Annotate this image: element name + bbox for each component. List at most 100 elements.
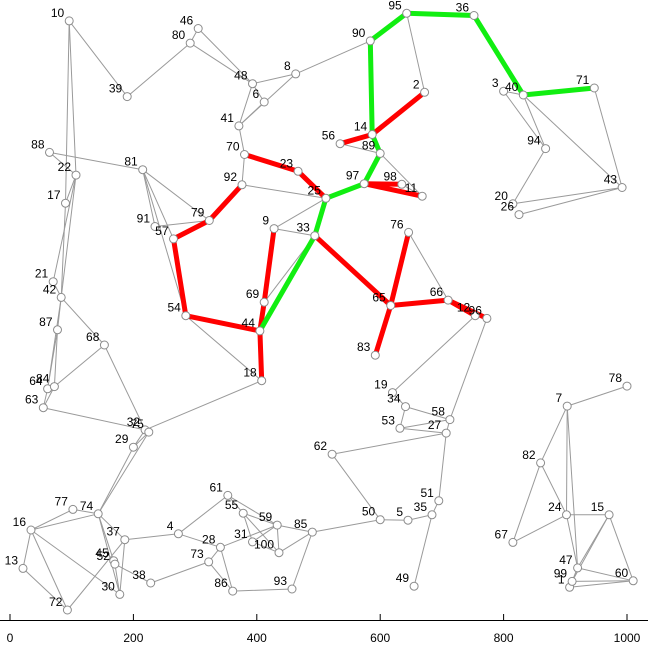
edge-68-84: [53, 344, 105, 388]
node-7: [562, 401, 572, 411]
edge-15-60: [608, 514, 634, 582]
node-label-36: 36: [456, 1, 470, 15]
node-59: [272, 520, 282, 530]
node-41: [234, 121, 244, 131]
edge-37-4: [124, 533, 179, 541]
node-label-95: 95: [388, 0, 402, 12]
node-40: [518, 90, 528, 100]
node-label-68: 68: [86, 330, 100, 344]
node-71: [589, 83, 599, 93]
edge-75-74: [97, 431, 150, 515]
node-75: [144, 427, 154, 437]
red-edge-79-57: [171, 218, 212, 242]
green-edge-25-97: [323, 181, 367, 201]
node-60: [628, 576, 638, 586]
node-73: [204, 557, 214, 567]
node-52: [110, 559, 120, 569]
edge-81-91: [142, 169, 156, 227]
node-33: [310, 231, 320, 241]
node-label-55: 55: [225, 498, 239, 512]
edge-55-31: [242, 512, 253, 543]
node-86: [228, 586, 238, 596]
node-label-17: 17: [47, 188, 61, 202]
node-38: [146, 578, 156, 588]
node-label-79: 79: [191, 206, 205, 220]
x-axis: 0 200 400 600 800 1000: [0, 614, 648, 645]
node-label-73: 73: [190, 547, 204, 561]
edge-74-16: [30, 513, 99, 531]
node-label-39: 39: [109, 82, 123, 96]
edge-35-49: [413, 514, 433, 587]
edge-72-37: [66, 539, 126, 611]
node-label-37: 37: [106, 525, 120, 539]
node-69: [259, 297, 269, 307]
node-label-19: 19: [374, 378, 388, 392]
node-99: [567, 576, 577, 586]
red-edge-65-83: [372, 303, 394, 358]
green-edge-95-36: [404, 10, 477, 18]
node-91: [150, 222, 160, 231]
node-label-87: 87: [39, 315, 53, 329]
red-edge-66-96: [445, 297, 490, 321]
node-label-49: 49: [396, 571, 410, 585]
node-label-10: 10: [51, 6, 65, 20]
edge-19-12: [392, 315, 476, 394]
node-label-46: 46: [180, 14, 194, 28]
edge-88-22: [49, 151, 77, 176]
node-label-99: 99: [554, 566, 568, 580]
node-label-20: 20: [495, 189, 509, 203]
edge-82-24: [540, 462, 567, 516]
node-27: [441, 428, 451, 438]
node-51: [434, 496, 444, 506]
node-97: [359, 179, 369, 189]
node-96: [482, 313, 492, 323]
node-label-42: 42: [43, 282, 57, 296]
node-18: [257, 376, 267, 386]
green-edge-97-89: [361, 150, 383, 187]
edge-41-70: [238, 125, 245, 155]
node-label-93: 93: [274, 574, 288, 588]
node-92: [237, 180, 247, 190]
node-36: [469, 11, 479, 20]
node-82: [536, 458, 546, 468]
edge-91-79: [154, 220, 210, 227]
node-39: [122, 92, 132, 102]
edge-40-43: [522, 94, 623, 188]
node-26: [514, 210, 524, 220]
red-edge-14-56: [337, 132, 375, 147]
edge-66-76: [408, 231, 449, 301]
node-19: [388, 388, 397, 398]
node-label-13: 13: [5, 553, 19, 567]
edge-34-58: [405, 406, 451, 421]
node-label-80: 80: [172, 28, 186, 42]
edge-100-85: [278, 531, 313, 554]
x-tick-label-0: 0: [7, 631, 14, 645]
node-label-57: 57: [155, 224, 169, 238]
edge-22-17: [65, 174, 77, 204]
node-label-32: 32: [127, 415, 141, 429]
node-5: [403, 515, 413, 525]
edge-99-60: [571, 580, 634, 582]
edge-22-42: [60, 174, 77, 298]
node-78: [622, 381, 632, 391]
node-label-100: 100: [254, 538, 274, 552]
node-label-27: 27: [428, 418, 442, 432]
node-77: [68, 504, 78, 514]
red-edge-23-25: [295, 168, 329, 201]
node-label-88: 88: [31, 137, 45, 151]
node-label-44: 44: [242, 316, 256, 330]
node-label-14: 14: [354, 120, 368, 134]
node-label-15: 15: [591, 500, 605, 514]
node-label-56: 56: [322, 129, 336, 143]
node-label-22: 22: [58, 160, 72, 174]
edge-71-43: [593, 87, 623, 188]
node-57: [169, 234, 178, 244]
edge-92-25: [241, 184, 327, 199]
edge-9-25: [273, 197, 327, 230]
node-label-85: 85: [294, 517, 308, 531]
edge-10-17: [65, 20, 70, 204]
edge-10-39: [68, 20, 128, 98]
node-8: [291, 69, 301, 79]
node-label-69: 69: [246, 287, 260, 301]
edge-85-50: [311, 519, 381, 533]
